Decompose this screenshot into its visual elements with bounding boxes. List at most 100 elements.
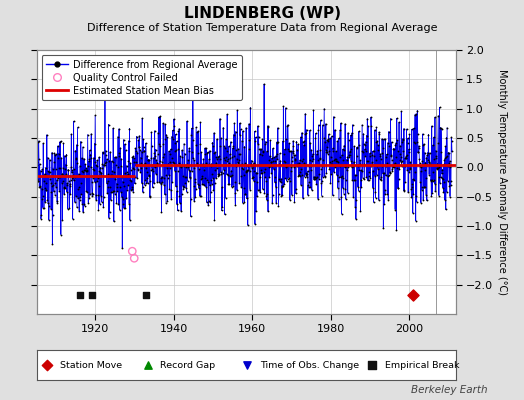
Point [386, 170, 394, 176]
Point [327, 161, 335, 168]
Point [379, 136, 388, 142]
Point [43, 173, 51, 180]
Point [287, 158, 296, 164]
Point [198, 173, 206, 179]
Point [192, 186, 200, 192]
Point [170, 123, 179, 129]
Point [98, 165, 106, 171]
Point [348, 122, 357, 128]
Point [441, 196, 449, 203]
Point [339, 146, 347, 152]
Point [421, 183, 429, 190]
Point [231, 190, 239, 196]
Point [400, 187, 408, 194]
Point [188, 167, 196, 174]
Point [361, 146, 369, 153]
Point [302, 172, 310, 178]
Point [336, 127, 344, 133]
Point [178, 154, 187, 160]
Point [315, 176, 323, 182]
Point [318, 192, 326, 199]
Point [331, 164, 340, 170]
Point [34, 178, 42, 184]
Point [55, 187, 63, 194]
Point [74, 186, 82, 192]
Point [53, 155, 62, 161]
Point [337, 211, 346, 217]
Point [440, 156, 449, 163]
Point [50, 159, 58, 166]
Point [74, 195, 82, 202]
Point [424, 159, 433, 165]
Point [111, 191, 119, 197]
Point [187, 131, 195, 138]
Point [264, 208, 272, 214]
Point [366, 150, 374, 156]
Point [348, 177, 356, 183]
Point [49, 212, 57, 219]
Point [324, 138, 332, 144]
Point [263, 148, 271, 155]
Point [75, 208, 83, 214]
Point [385, 170, 394, 176]
Point [442, 154, 450, 160]
Point [102, 180, 111, 186]
Point [286, 178, 294, 184]
Point [375, 197, 383, 203]
Point [265, 164, 273, 170]
Point [145, 172, 153, 179]
Point [266, 159, 275, 166]
Point [444, 160, 453, 166]
Point [238, 137, 246, 144]
Point [211, 149, 219, 155]
Point [171, 140, 179, 146]
Point [206, 189, 215, 195]
Point [216, 116, 224, 122]
Point [443, 189, 451, 195]
Point [220, 167, 228, 173]
Point [292, 163, 301, 169]
Point [185, 148, 193, 154]
Point [441, 154, 449, 161]
Point [355, 142, 363, 149]
Point [203, 150, 211, 156]
Point [145, 173, 153, 180]
Point [59, 165, 68, 171]
Point [79, 144, 87, 150]
Point [128, 154, 137, 160]
Point [442, 134, 451, 141]
Point [234, 159, 242, 166]
Point [83, 131, 92, 138]
Point [348, 130, 356, 136]
Point [220, 143, 228, 150]
Point [405, 131, 413, 138]
Point [380, 200, 388, 207]
Point [191, 194, 199, 200]
Point [188, 149, 196, 155]
Point [50, 152, 59, 158]
Point [436, 125, 444, 132]
Point [247, 162, 256, 169]
Point [63, 180, 71, 187]
Point [182, 174, 191, 180]
Point [267, 158, 275, 165]
Point [437, 149, 445, 156]
Point [367, 114, 375, 120]
Point [82, 168, 91, 174]
Point [144, 362, 152, 368]
Point [156, 158, 164, 164]
Point [219, 161, 227, 168]
Point [213, 136, 221, 142]
Point [324, 136, 333, 142]
Point [300, 160, 308, 166]
Point [167, 187, 175, 193]
Point [397, 163, 406, 170]
Point [209, 187, 217, 193]
Point [108, 188, 117, 194]
Point [288, 153, 297, 160]
Point [107, 189, 115, 195]
Point [210, 130, 219, 136]
Point [41, 186, 50, 193]
Point [164, 161, 172, 167]
Point [177, 162, 185, 169]
